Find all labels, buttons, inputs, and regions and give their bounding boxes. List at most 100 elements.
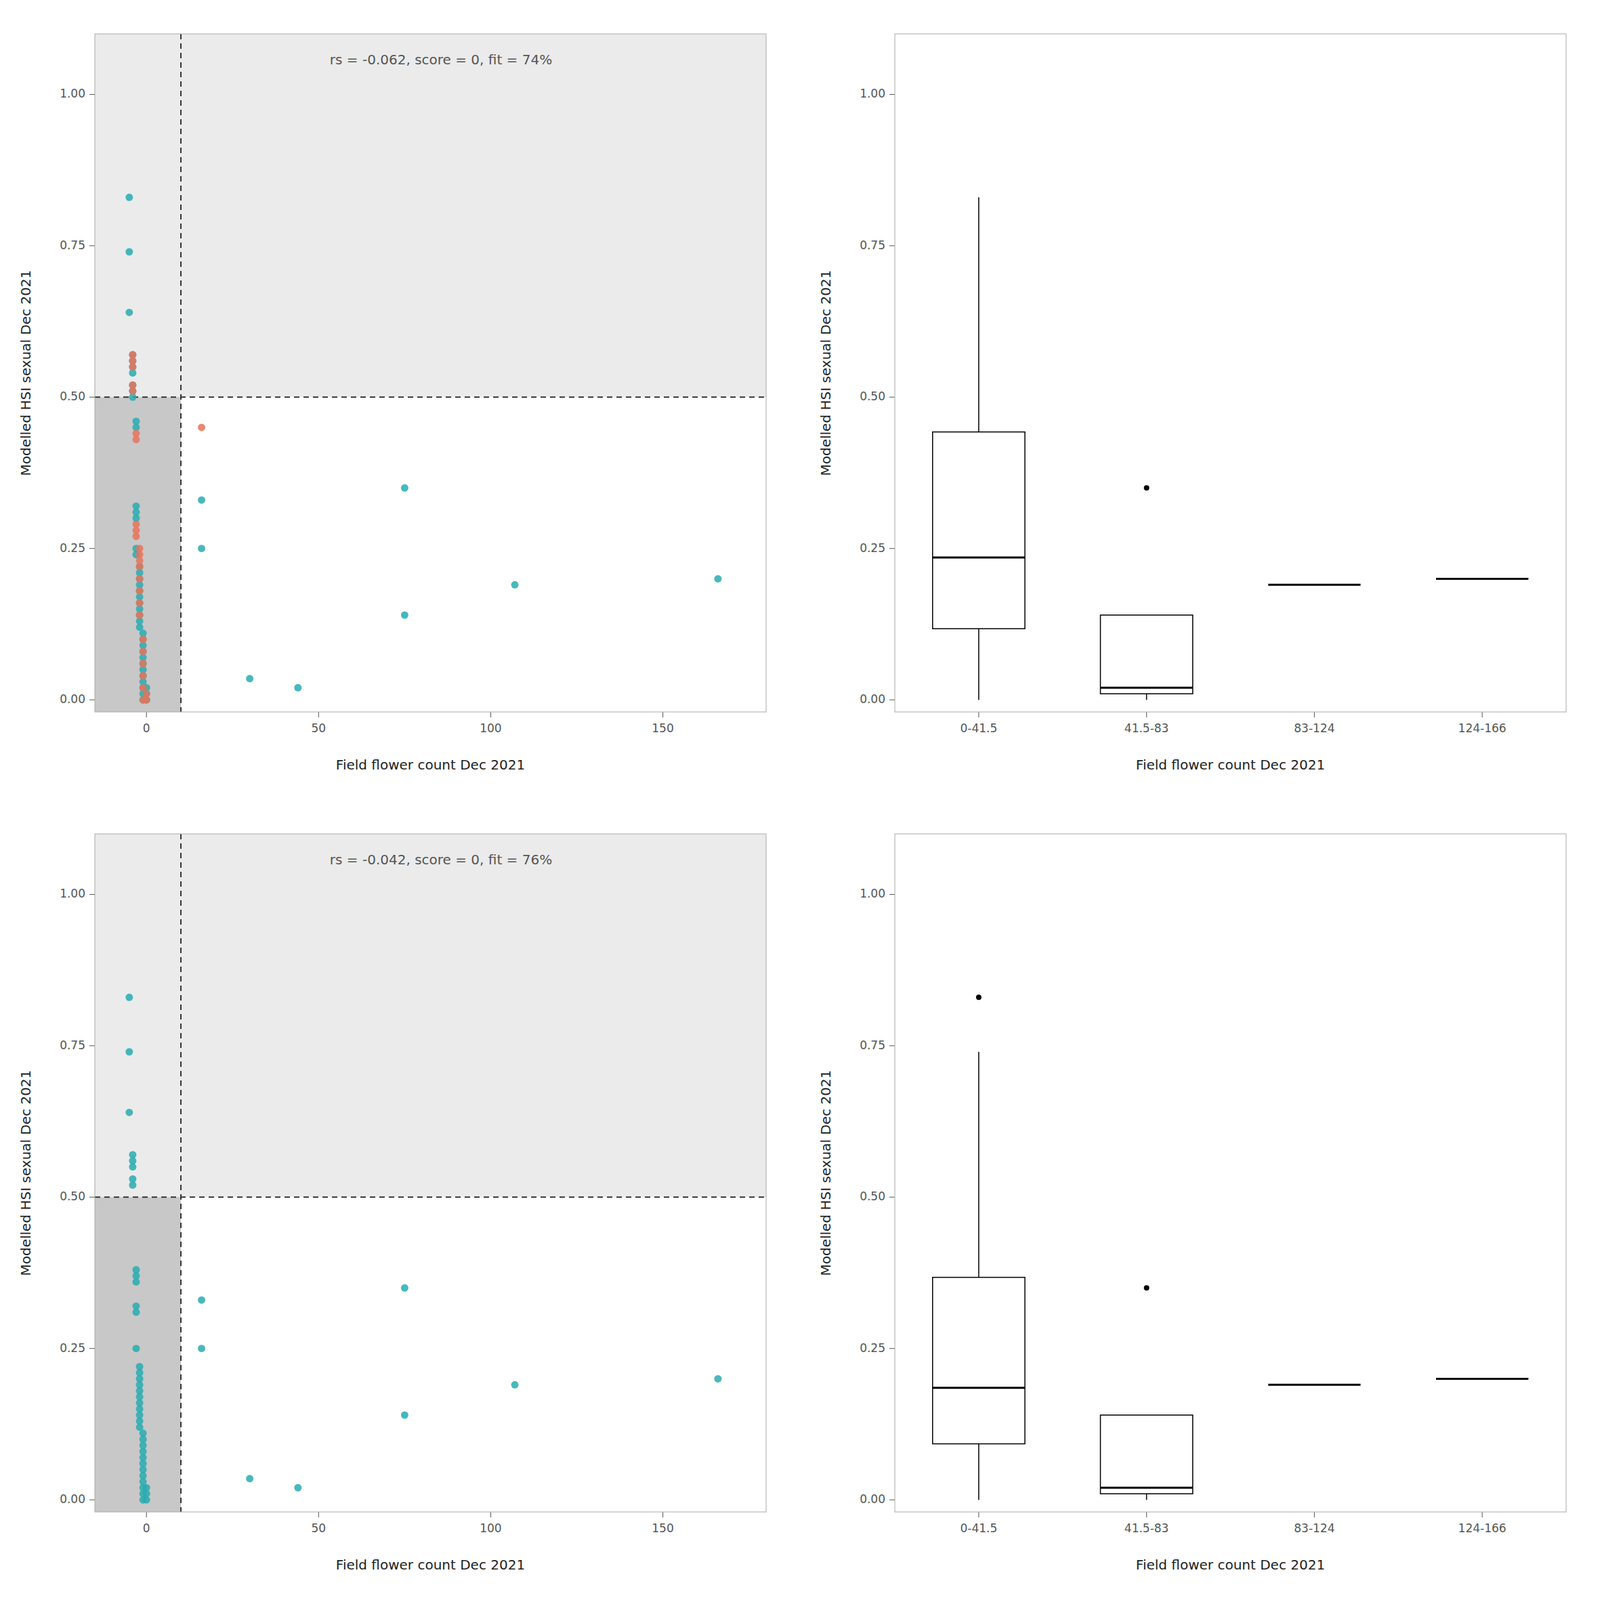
x-axis-label: Field flower count Dec 2021 [335, 1556, 525, 1573]
panel: 0.000.250.500.751.00Field flower count D… [17, 833, 767, 1573]
y-tick-label: 0.25 [859, 541, 886, 555]
lower-whisker [978, 1443, 980, 1500]
x-tick-label: 150 [651, 721, 674, 735]
point [132, 1344, 140, 1353]
point [125, 247, 133, 256]
panel: 0.000.250.500.751.00Field flower count D… [817, 833, 1567, 1573]
y-tick-label: 1.00 [859, 886, 886, 901]
point [139, 635, 147, 643]
point [136, 587, 144, 595]
point [128, 363, 137, 371]
point [511, 581, 519, 589]
y-tick [889, 894, 895, 895]
y-axis-label: Modelled HSI sexual Dec 2021 [17, 270, 34, 477]
x-tick [146, 1511, 147, 1518]
lower-left-shade [94, 1196, 181, 1512]
y-tick-label: 0.75 [59, 238, 86, 252]
x-tick-label: 150 [651, 1521, 674, 1535]
outlier [976, 994, 982, 1000]
point [128, 363, 137, 371]
point [139, 659, 147, 668]
point [245, 674, 254, 683]
median [932, 556, 1025, 559]
box [1436, 578, 1529, 580]
x-tick [662, 1511, 664, 1518]
box [1436, 1378, 1529, 1380]
point [139, 647, 147, 656]
x-tick-label: 100 [479, 721, 502, 735]
point [132, 1308, 140, 1317]
y-tick [889, 245, 895, 246]
point [132, 1278, 140, 1286]
point [245, 1474, 254, 1483]
upper-whisker [978, 197, 980, 432]
point [125, 1108, 133, 1117]
y-axis-label: Modelled HSI sexual Dec 2021 [17, 1070, 34, 1277]
y-tick-label: 0.75 [859, 1038, 886, 1052]
point [401, 1284, 409, 1292]
x-tick-label: 50 [311, 1521, 327, 1535]
point [139, 635, 147, 643]
point [136, 599, 144, 607]
point [139, 671, 147, 680]
plot-area [94, 33, 767, 712]
x-tick-label: 124-166 [1458, 721, 1507, 735]
point [511, 1381, 519, 1389]
x-tick [318, 711, 320, 718]
y-tick [89, 1499, 95, 1501]
x-axis-label: Field flower count Dec 2021 [335, 756, 525, 773]
point [197, 1296, 206, 1304]
frame [94, 833, 767, 1512]
box [1100, 1415, 1193, 1494]
figure: 0.000.250.500.751.00Field flower count D… [0, 0, 1600, 1600]
point [293, 684, 302, 692]
point [142, 690, 151, 698]
point [136, 599, 144, 607]
y-tick-label: 0.25 [859, 1341, 886, 1355]
point [142, 690, 151, 698]
upper-whisker [978, 1051, 980, 1278]
panel: 0.000.250.500.751.00Field flower count D… [17, 33, 767, 773]
y-tick [889, 1196, 895, 1198]
plot-area [932, 994, 1529, 1500]
y-tick-label: 0.00 [59, 692, 86, 706]
point [197, 1344, 206, 1353]
x-tick [1482, 711, 1483, 718]
y-tick [889, 1348, 895, 1349]
point [401, 1411, 409, 1420]
point [128, 387, 137, 395]
x-tick [1146, 711, 1147, 718]
point [197, 423, 206, 431]
box [932, 432, 1025, 629]
point [125, 308, 133, 317]
y-tick-label: 0.00 [859, 692, 886, 706]
y-tick [89, 94, 95, 95]
point [142, 1484, 151, 1492]
outlier [1144, 1285, 1150, 1291]
box [1268, 1384, 1361, 1386]
median [1100, 686, 1193, 689]
y-tick-label: 1.00 [59, 886, 86, 901]
y-tick [89, 1348, 95, 1349]
point [136, 611, 144, 620]
x-tick-label: 0 [142, 1521, 151, 1535]
horizontal-threshold [94, 396, 767, 398]
point [125, 193, 133, 202]
point [197, 544, 206, 553]
y-tick [889, 396, 895, 398]
x-tick [662, 711, 664, 718]
x-tick [318, 1511, 320, 1518]
y-tick-label: 0.00 [859, 1492, 886, 1506]
point [128, 1181, 137, 1189]
y-tick-label: 0.75 [859, 238, 886, 252]
x-axis-label: Field flower count Dec 2021 [1135, 756, 1325, 773]
x-tick [490, 1511, 492, 1518]
x-tick [490, 711, 492, 718]
x-tick-label: 50 [311, 721, 327, 735]
median [932, 1386, 1025, 1389]
x-tick-label: 0-41.5 [959, 1521, 998, 1535]
x-tick-label: 83-124 [1293, 1521, 1335, 1535]
point [139, 647, 147, 656]
median [1100, 1486, 1193, 1489]
box [1100, 615, 1193, 694]
